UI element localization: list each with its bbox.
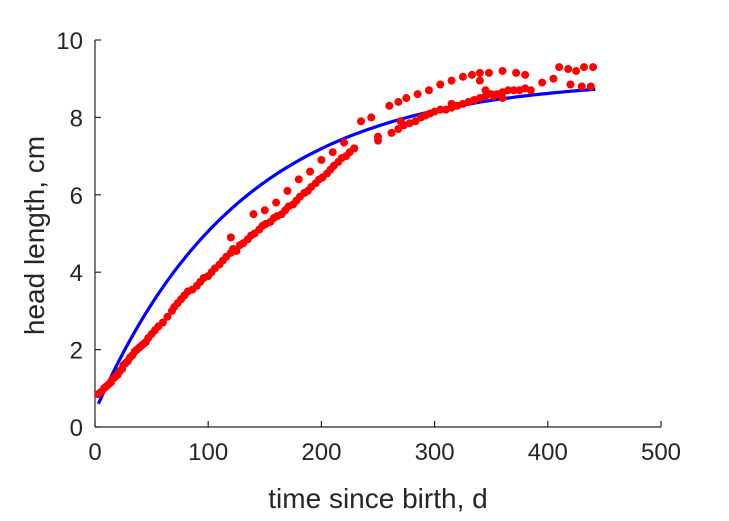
data-point [566,80,575,89]
data-point [411,117,420,126]
data-point [350,144,359,153]
data-point [481,86,490,95]
data-point [512,68,521,77]
data-point [526,86,535,95]
data-point [498,66,507,75]
ticks-group: 0 100 200 300 400 500 0 2 4 6 8 10 [56,28,681,466]
data-point [294,175,303,184]
x-tick-label: 200 [301,439,341,466]
data-point [475,68,484,77]
data-point [424,86,433,95]
data-point [447,99,456,108]
data-point [374,136,382,145]
data-point [436,80,445,89]
data-point [260,206,269,215]
data-point [447,76,456,85]
y-tick-label: 0 [70,415,83,442]
data-point [489,92,498,101]
fit-curve [96,87,596,405]
data-point [328,148,337,157]
data-point [367,113,376,122]
fit-curve-group [96,87,596,405]
data-point [572,66,581,75]
data-points-group [94,63,598,399]
data-point [158,318,167,327]
x-tick-label: 0 [88,439,101,466]
x-tick-label: 500 [641,439,681,466]
data-point [484,68,493,77]
y-tick-label: 2 [70,338,83,365]
data-point [555,63,564,72]
data-point [396,117,405,126]
data-point [413,90,422,99]
data-point [577,82,586,91]
data-point [467,70,476,79]
x-tick-label: 400 [528,439,568,466]
data-point [586,82,595,91]
data-point [394,97,403,106]
data-point [317,155,326,164]
data-point [538,78,547,87]
y-tick-label: 4 [70,260,83,287]
y-tick-label: 10 [56,28,83,55]
data-point [306,167,315,176]
y-tick-label: 8 [70,105,83,132]
data-point [580,63,589,72]
x-axis-label: time since birth, d [268,483,487,514]
data-point [249,210,258,219]
y-tick-label: 6 [70,183,83,210]
data-point [340,138,349,147]
data-point [436,105,445,114]
data-point [232,246,241,255]
data-point [504,86,513,95]
data-point [564,65,573,74]
data-point [521,70,530,79]
data-point [163,312,172,321]
data-point [549,74,558,83]
x-tick-label: 100 [188,439,228,466]
data-point [385,101,394,110]
data-point [475,76,484,85]
data-point [402,94,411,103]
y-axis-label: head length, cm [19,136,50,335]
axes [94,40,661,428]
data-point [498,94,507,103]
data-point [283,186,292,195]
data-point [394,125,403,134]
x-tick-label: 300 [415,439,455,466]
data-point [272,198,281,207]
data-point [226,233,235,242]
data-point [589,63,598,72]
data-point [509,86,518,95]
data-point [357,117,366,126]
data-point [387,128,396,137]
data-point [458,72,467,81]
